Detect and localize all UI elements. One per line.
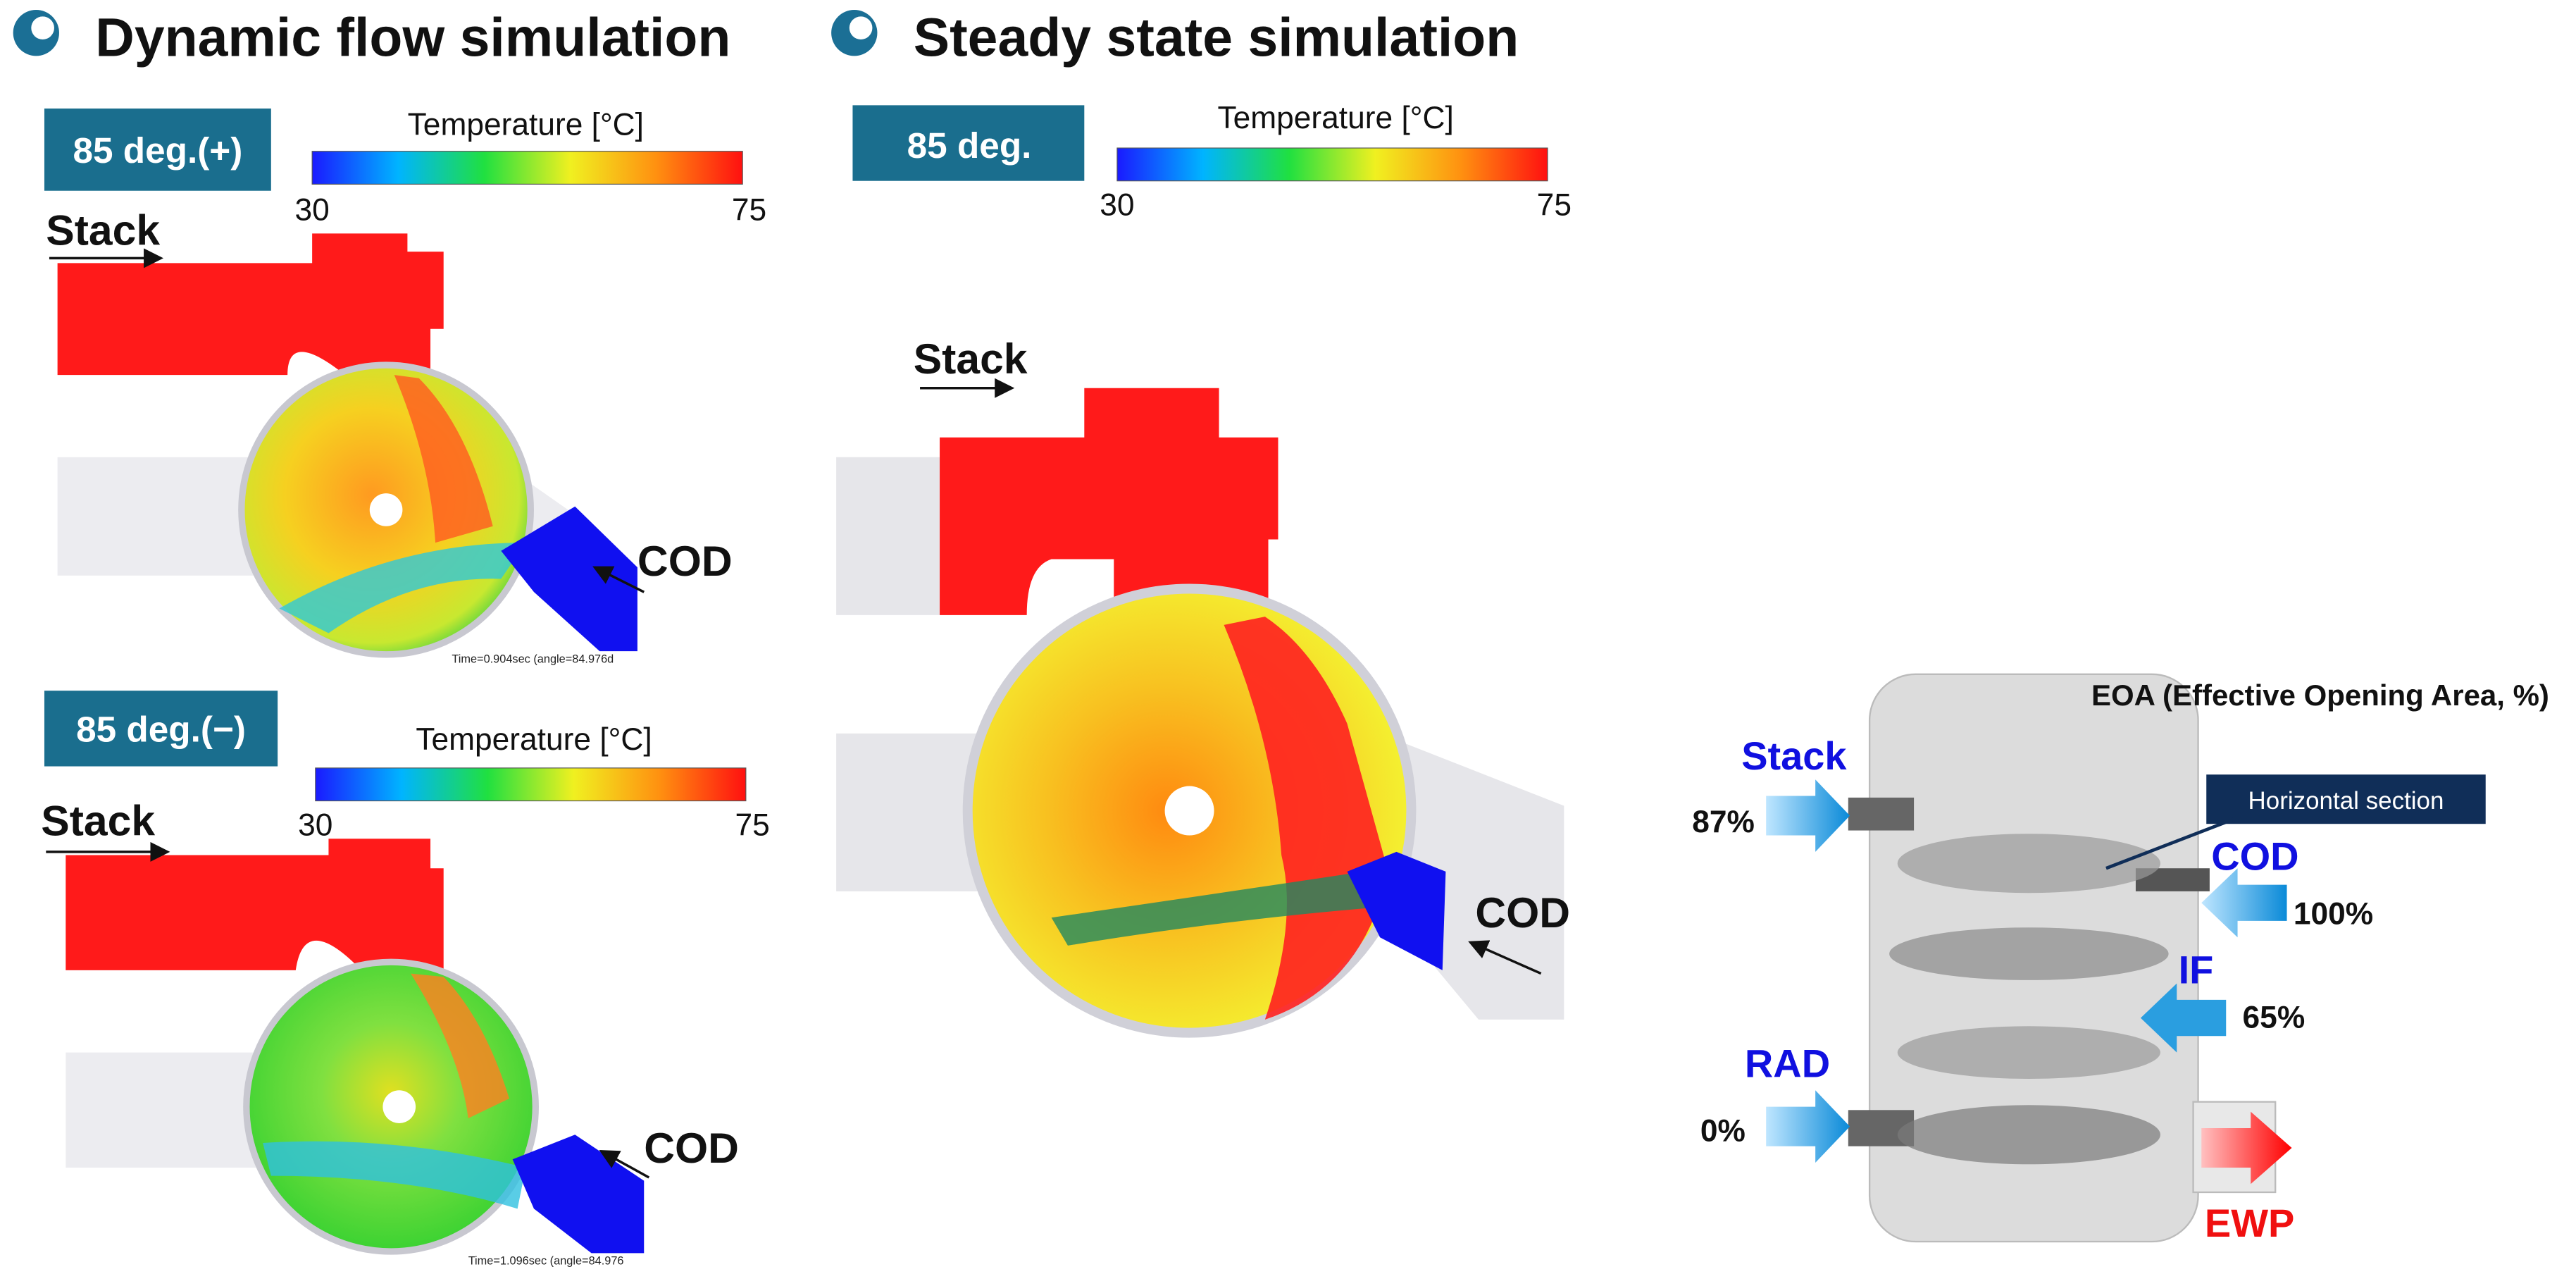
label: 30 [298,808,332,843]
shape [2206,774,2486,824]
panel: 85 deg.(+) Temperature [°C] 30 75 Stack … [44,107,766,666]
label: 65% [2243,1001,2306,1035]
label: Stack [914,335,1028,383]
shape [2105,817,2235,870]
shape [1897,834,2160,894]
label: Horizontal section [2248,787,2444,815]
shape [1848,797,1915,831]
shape [57,233,444,382]
shape [2201,1111,2292,1185]
label: 85 deg. [907,125,1032,166]
shape [2201,868,2287,938]
shape [1224,617,1388,1020]
label: IF [2179,948,2214,992]
section-header: Dynamic flow simulation Steady state sim… [13,7,1519,68]
shape [1889,927,2169,980]
valve-diagram: EOA (Effective Opening Area, %) Horizont… [1692,673,2549,1245]
label: Stack [41,797,155,845]
label: EWP [2205,1201,2294,1245]
label: 85 deg.(+) [73,130,242,171]
label: 75 [732,193,766,228]
shape [1347,851,1446,970]
shape [263,1141,526,1209]
shape [1766,779,1850,852]
panel: 85 deg.(−) Temperature [°C] 30 75 Stack … [41,691,770,1268]
shape [57,457,255,576]
label: Temperature [°C] [1217,101,1453,135]
label: Stack [46,206,160,254]
shape [501,506,637,652]
label: 100% [2294,897,2373,932]
section-title: Steady state simulation [914,7,1519,68]
shape [44,691,278,767]
label: 30 [294,193,329,228]
logo [31,16,54,40]
label: Stack [1741,734,1847,778]
shape [1766,1090,1850,1163]
shape [66,839,444,970]
label: Time=0.904sec (angle=84.976d [452,653,614,666]
label: COD [2211,834,2298,879]
shape [599,1149,650,1179]
label: 75 [735,808,770,843]
shape [44,109,271,191]
shape [1116,147,1548,182]
label: 87% [1692,805,1755,839]
label: Time=1.096sec (angle=84.976 [468,1255,624,1268]
section-title: Dynamic flow simulation [95,7,730,68]
shape [1897,1105,2160,1165]
shape [311,151,743,185]
label: COD [644,1124,739,1172]
shape [1897,1026,2160,1079]
shape [852,105,1085,181]
shape [1164,786,1214,836]
label: 75 [1537,188,1572,223]
label: 30 [1100,188,1134,223]
shape [1468,940,1542,975]
shape [411,973,510,1118]
shape [66,1052,263,1168]
label: COD [1475,889,1570,936]
shape [315,767,747,802]
shape [512,1134,645,1254]
shape [592,566,645,593]
label: Temperature [°C] [416,722,652,757]
shape [836,457,952,615]
logo [849,16,873,40]
shape [2140,983,2227,1053]
label: Temperature [°C] [408,107,644,142]
shape [940,388,1278,625]
panel: 85 deg. Temperature [°C] 30 75 Stack COD [836,101,1572,1038]
shape [369,493,403,526]
shape [279,543,526,633]
shape [382,1090,416,1123]
label: COD [637,537,733,585]
label: RAD [1745,1041,1830,1086]
label: 85 deg.(−) [76,710,246,750]
label: EOA (Effective Opening Area, %) [2091,679,2549,712]
shape [1051,871,1372,946]
label: 0% [1700,1114,1746,1149]
shape [394,375,493,543]
